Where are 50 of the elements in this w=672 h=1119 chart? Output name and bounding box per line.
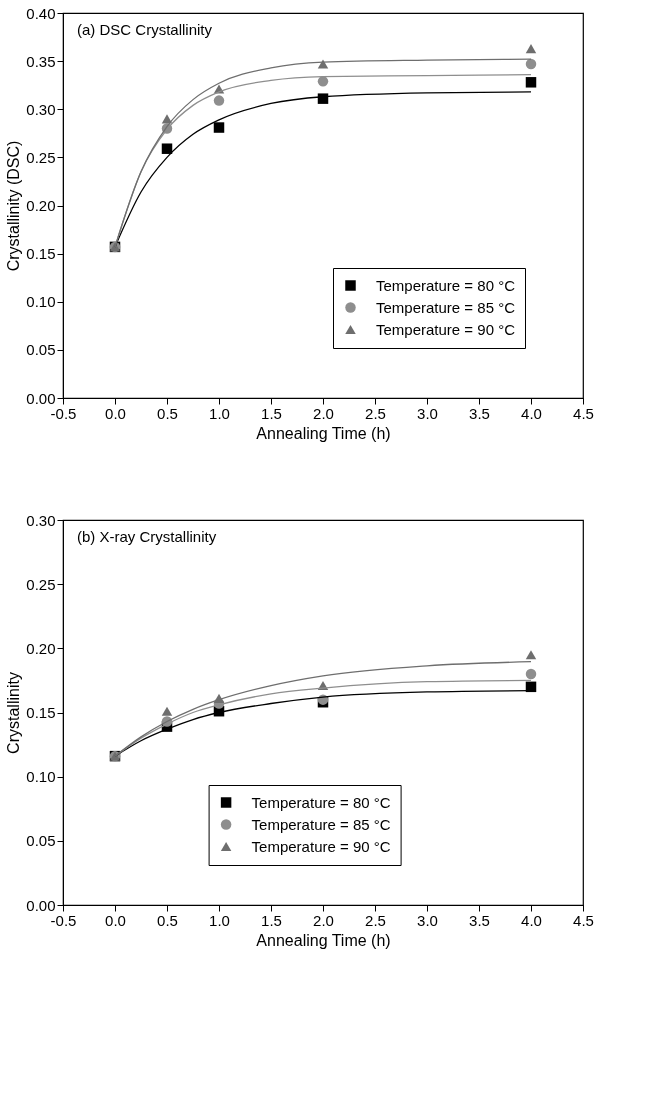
y-tick-label: 0.15	[26, 245, 56, 263]
x-tick-label: 2.0	[313, 404, 334, 422]
x-tick-label: 4.0	[521, 404, 542, 422]
legend-label: Temperature = 90 °C	[251, 837, 391, 855]
annotation: (b) X-ray Crystallinity	[77, 528, 217, 545]
y-tick-label: 0.25	[26, 575, 56, 593]
y-tick-label: 0.30	[26, 511, 56, 529]
y-tick-label: 0.35	[26, 52, 56, 70]
x-tick-label: 3.0	[417, 911, 438, 929]
x-tick-label: 4.5	[573, 404, 594, 422]
x-axis-title: Annealing Time (h)	[256, 424, 391, 442]
y-tick-label: 0.40	[26, 4, 56, 22]
x-tick-label: 0.0	[105, 911, 126, 929]
x-tick-label: 4.5	[573, 911, 594, 929]
legend-label: Temperature = 90 °C	[376, 320, 516, 338]
y-tick-label: 0.00	[26, 389, 56, 407]
x-tick-label: 1.5	[261, 911, 282, 929]
y-tick-label: 0.25	[26, 148, 56, 166]
y-tick-label: 0.05	[26, 832, 56, 850]
y-tick-label: 0.10	[26, 293, 56, 311]
y-tick-label: 0.20	[26, 197, 56, 214]
x-tick-label: 0.5	[157, 404, 178, 422]
y-tick-label: 0.05	[26, 341, 56, 359]
y-axis-title: Crystallinity	[5, 672, 23, 754]
x-tick-label: 0.5	[157, 911, 178, 929]
y-tick-label: 0.00	[26, 896, 56, 914]
x-tick-label: 4.0	[521, 911, 542, 929]
x-tick-label: 3.5	[469, 404, 490, 422]
legend-label: Temperature = 85 °C	[251, 815, 391, 833]
y-axis-title: Crystallinity (DSC)	[5, 140, 23, 272]
x-tick-label: 1.0	[209, 404, 230, 422]
x-tick-label: 2.5	[365, 404, 386, 422]
legend-label: Temperature = 80 °C	[376, 276, 516, 294]
x-tick-label: 3.0	[417, 404, 438, 422]
x-tick-label: 2.0	[313, 911, 334, 929]
x-tick-label: 0.0	[105, 404, 126, 422]
x-tick-label: 2.5	[365, 911, 386, 929]
y-tick-label: 0.15	[26, 704, 56, 721]
x-tick-label: 1.0	[209, 911, 230, 929]
x-tick-label: -0.5	[50, 911, 77, 929]
annotation: (a) DSC Crystallinity	[77, 21, 213, 38]
x-axis-title: Annealing Time (h)	[256, 931, 391, 949]
legend-label: Temperature = 85 °C	[376, 298, 516, 316]
y-tick-label: 0.30	[26, 100, 56, 118]
x-tick-label: 1.5	[261, 404, 282, 422]
x-tick-label: -0.5	[50, 404, 77, 422]
legend-label: Temperature = 80 °C	[251, 793, 391, 811]
y-tick-label: 0.10	[26, 768, 56, 786]
x-tick-label: 3.5	[469, 911, 490, 929]
y-tick-label: 0.20	[26, 639, 56, 657]
